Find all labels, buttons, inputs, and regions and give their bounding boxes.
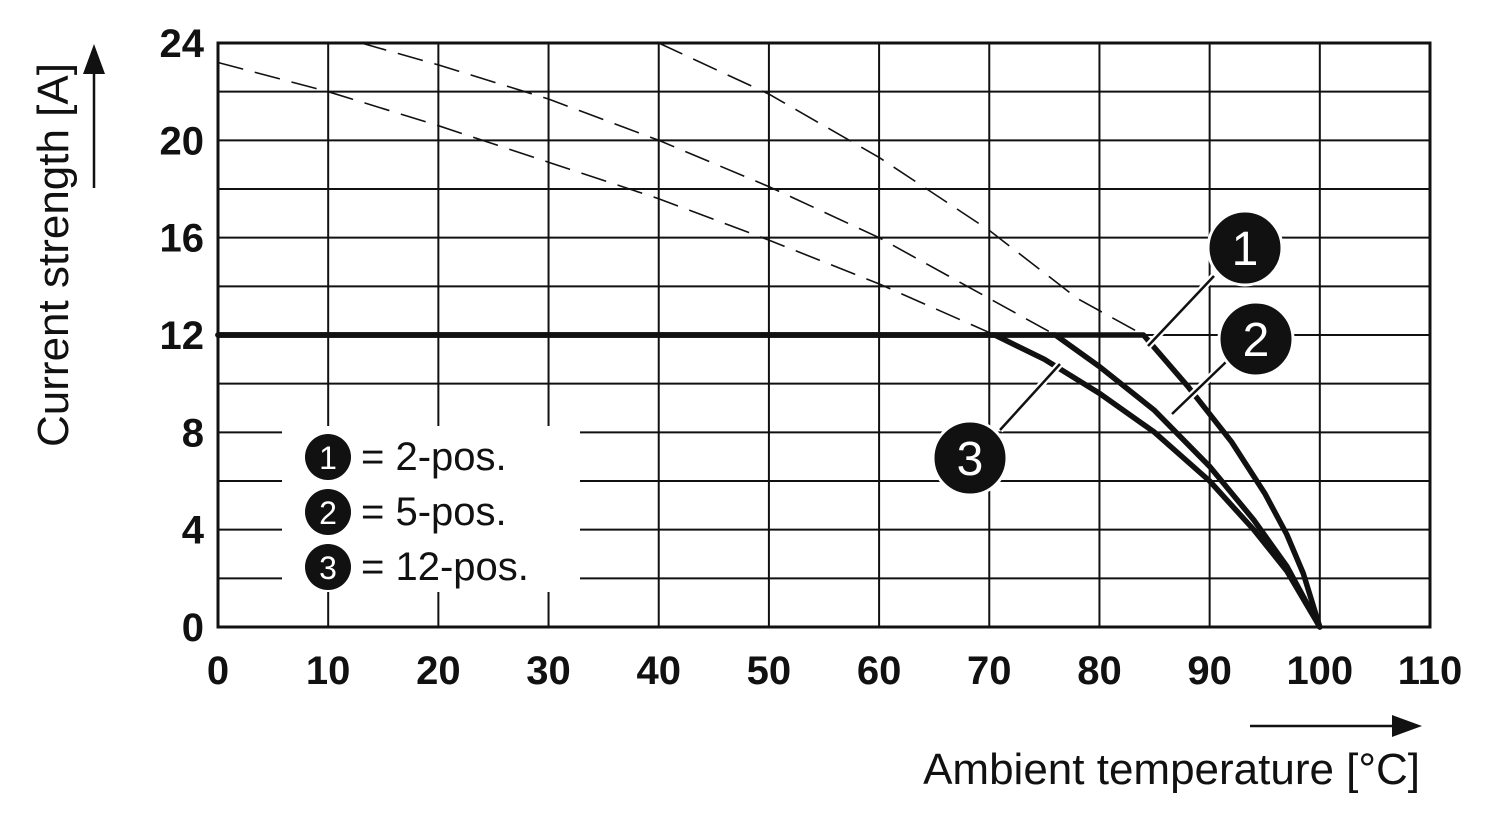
y-tick-label: 16 xyxy=(160,217,205,261)
y-tick-label: 0 xyxy=(182,606,204,650)
series-callouts: 1 2 3 xyxy=(931,209,1295,497)
y-axis-arrow xyxy=(83,44,105,188)
x-axis-title: Ambient temperature [°C] xyxy=(923,745,1420,794)
y-tick-label: 20 xyxy=(160,119,205,163)
y-tick-label: 8 xyxy=(182,411,204,455)
y-tick-label: 4 xyxy=(182,509,205,553)
x-tick-label: 0 xyxy=(207,649,229,693)
series-2-dashed-line xyxy=(360,42,1056,336)
x-tick-label: 10 xyxy=(306,649,351,693)
callout-badge-3: 3 xyxy=(931,419,1009,497)
y-tick-label: 12 xyxy=(160,314,205,358)
x-tick-label: 110 xyxy=(1398,649,1463,693)
callout-leader-1 xyxy=(1147,275,1215,347)
callout-badge-3-label: 3 xyxy=(957,433,984,486)
x-tick-label: 40 xyxy=(636,649,681,693)
x-tick-label: 100 xyxy=(1286,649,1353,693)
x-tick-label: 70 xyxy=(967,649,1012,693)
legend-label-2: = 5-pos. xyxy=(361,490,507,534)
legend-entry-1: 1 = 2-pos. xyxy=(305,434,507,480)
series-3-solid-line xyxy=(215,332,1323,630)
legend-label-3: = 12-pos. xyxy=(361,545,529,589)
x-tick-label: 30 xyxy=(526,649,571,693)
x-tick-label: 90 xyxy=(1187,649,1232,693)
callout-badge-1-label: 1 xyxy=(1232,223,1259,276)
y-axis-title: Current strength [A] xyxy=(29,63,78,447)
legend-label-1: = 2-pos. xyxy=(361,435,507,479)
callout-badge-1: 1 xyxy=(1206,209,1284,287)
legend: 1 = 2-pos. 2 = 5-pos. 3 = 12-pos. xyxy=(282,426,580,592)
x-tick-label: 50 xyxy=(747,649,792,693)
callout-badge-2: 2 xyxy=(1217,300,1295,378)
series-1-dashed-line xyxy=(658,42,1144,336)
legend-marker-2: 2 xyxy=(319,495,337,531)
legend-marker-3: 3 xyxy=(319,550,337,586)
series-3-dashed-line xyxy=(217,61,996,336)
callout-leader-3 xyxy=(999,363,1061,431)
legend-marker-1: 1 xyxy=(319,440,337,476)
x-tick-label: 80 xyxy=(1077,649,1122,693)
legend-entry-3: 3 = 12-pos. xyxy=(305,544,529,590)
series-2-solid-line xyxy=(215,332,1323,630)
y-tick-label: 24 xyxy=(160,22,205,66)
callout-badge-2-label: 2 xyxy=(1243,314,1270,367)
x-axis-arrow xyxy=(1250,715,1422,737)
x-tick-label: 20 xyxy=(416,649,461,693)
legend-entry-2: 2 = 5-pos. xyxy=(305,489,507,535)
x-tick-label: 60 xyxy=(857,649,902,693)
callout-leader-2 xyxy=(1171,361,1227,415)
